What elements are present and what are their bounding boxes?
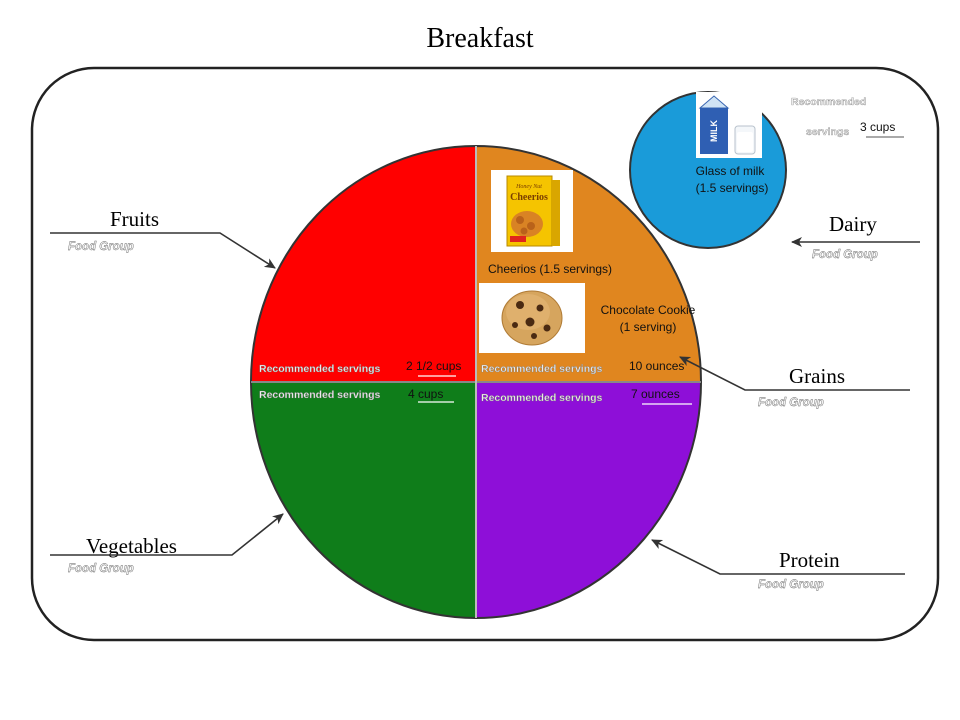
food-group-caption: Food Group (758, 579, 824, 591)
cookie-label-line1: Chocolate Cookie (601, 303, 696, 317)
recommended-value: 4 cups (408, 387, 443, 401)
fruits-quadrant (249, 144, 477, 383)
grains-label: Grains (789, 364, 845, 388)
milk-carton-text: MILK (709, 120, 719, 142)
page-title: Breakfast (426, 23, 534, 54)
grains-arrow (679, 356, 910, 391)
fruits-label: Fruits (110, 207, 159, 231)
recommended-label-line2: servings (806, 126, 849, 138)
recommended-value: 10 ounces (629, 359, 684, 373)
vegetables-recommended: Recommended servings 4 cups (259, 387, 454, 403)
dairy-callout: Dairy Food Group (791, 212, 920, 261)
cookie-label-line2: (1 serving) (620, 320, 677, 334)
fruits-callout: Fruits Food Group (50, 207, 276, 269)
milk-item: MILK Glass of milk (1.5 servings) (696, 92, 769, 195)
milk-carton-icon: MILK (698, 95, 756, 155)
cookie-item: Chocolate Cookie (1 serving) (479, 283, 696, 353)
fruits-arrow (50, 232, 276, 269)
dairy-recommended: Recommended servings 3 cups (791, 96, 904, 138)
grains-recommended: Recommended servings 10 ounces (481, 359, 685, 375)
protein-arrow (651, 539, 905, 575)
food-group-caption: Food Group (68, 241, 134, 253)
food-group-caption: Food Group (758, 397, 824, 409)
recommended-servings-label: Recommended servings (259, 363, 381, 375)
cheerios-label: Cheerios (1.5 servings) (488, 262, 612, 276)
cereal-box-brand: Cheerios (510, 192, 548, 203)
recommended-servings-label: Recommended servings (481, 392, 603, 404)
cheerios-item: Honey Nut Cheerios Cheerios (1.5 serving… (488, 170, 612, 276)
vegetables-callout: Vegetables Food Group (50, 513, 284, 575)
vegetables-label: Vegetables (86, 534, 177, 558)
milk-label-line2: (1.5 servings) (696, 181, 769, 195)
fruits-recommended: Recommended servings 2 1/2 cups (259, 359, 461, 377)
grains-callout: Grains Food Group (679, 356, 910, 409)
recommended-label-line1: Recommended (791, 96, 866, 108)
protein-label: Protein (779, 548, 840, 572)
recommended-value: 3 cups (860, 120, 895, 134)
cereal-box-flavor: Honey Nut (515, 184, 542, 190)
cereal-box-icon: Honey Nut Cheerios (506, 175, 560, 247)
milk-label-line1: Glass of milk (696, 164, 766, 178)
food-group-caption: Food Group (812, 249, 878, 261)
dairy-label: Dairy (829, 212, 877, 236)
protein-callout: Protein Food Group (651, 539, 905, 591)
protein-quadrant (475, 381, 703, 620)
food-group-caption: Food Group (68, 563, 134, 575)
protein-recommended: Recommended servings 7 ounces (481, 387, 692, 405)
cookie-icon (501, 290, 563, 346)
vegetables-arrow (50, 513, 284, 556)
recommended-servings-label: Recommended servings (481, 363, 603, 375)
vegetables-quadrant (249, 381, 477, 620)
recommended-value: 2 1/2 cups (406, 359, 461, 373)
recommended-value: 7 ounces (631, 387, 680, 401)
recommended-servings-label: Recommended servings (259, 389, 381, 401)
